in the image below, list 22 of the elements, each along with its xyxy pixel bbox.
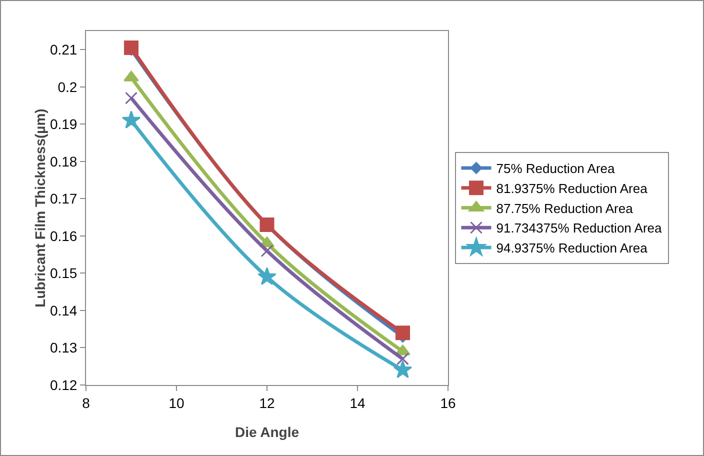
x-tick-label: 16 <box>440 394 456 411</box>
legend-label: 81.9375% Reduction Area <box>496 180 648 196</box>
y-tick-label: 0.15 <box>50 265 78 282</box>
x-tick-label: 10 <box>168 394 184 411</box>
y-tick-label: 0.2 <box>58 78 78 95</box>
y-tick-label: 0.14 <box>50 302 78 318</box>
x-axis-title: Die Angle <box>234 424 300 440</box>
legend-label: 75% Reduction Area <box>496 161 616 176</box>
legend-label: 94.9375% Reduction Area <box>496 240 648 256</box>
legend-label: 91.734375% Reduction Area <box>496 220 663 236</box>
y-tick-label: 0.17 <box>50 190 78 207</box>
x-tick-label: 8 <box>82 394 90 411</box>
y-tick-label: 0.19 <box>50 116 78 132</box>
x-tick-label: 12 <box>259 394 275 411</box>
y-tick-label: 0.18 <box>50 153 78 170</box>
y-tick-label: 0.13 <box>50 340 78 356</box>
x-tick-label: 14 <box>350 394 366 411</box>
y-tick-label: 0.12 <box>50 376 78 393</box>
y-tick-label: 0.21 <box>50 42 78 58</box>
y-axis-title: Lubricant Film Thickness(µm) <box>32 108 48 308</box>
legend-label: 87.75% Reduction Area <box>496 200 634 216</box>
y-tick-label: 0.16 <box>50 228 78 244</box>
